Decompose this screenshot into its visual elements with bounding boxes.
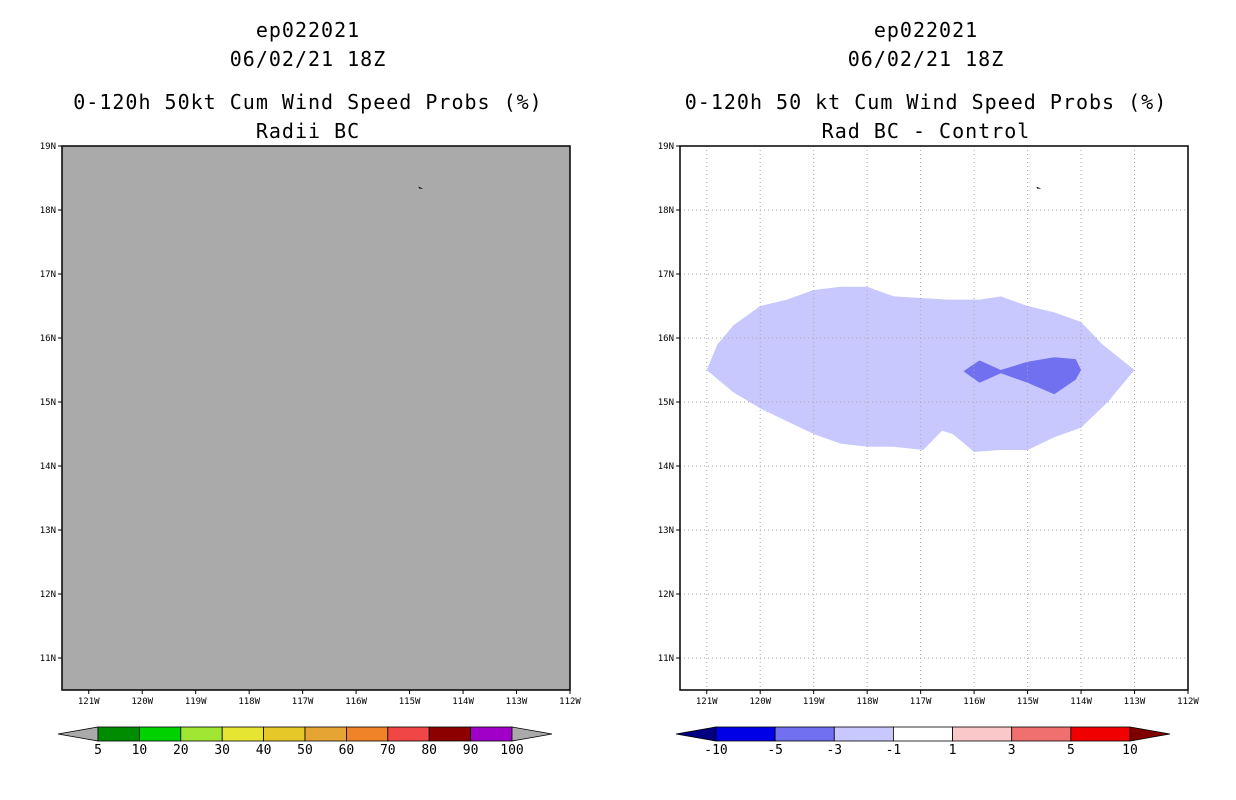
colorbar-label: 50 — [297, 743, 313, 758]
y-tick-label: 11N — [658, 654, 674, 664]
y-tick-label: 14N — [658, 462, 674, 472]
y-tick-label: 15N — [40, 398, 56, 408]
x-tick-label: 112W — [1177, 697, 1199, 707]
y-tick-label: 13N — [40, 526, 56, 536]
title-line-4: Radii BC — [256, 119, 360, 143]
colorbar-label: 40 — [256, 743, 272, 758]
colorbar-label: 60 — [339, 743, 355, 758]
title-line-1: ep022021 — [256, 18, 360, 42]
title-line-3: 0-120h 50 kt Cum Wind Speed Probs (%) — [685, 90, 1168, 114]
title-line-3: 0-120h 50kt Cum Wind Speed Probs (%) — [73, 90, 542, 114]
x-tick-label: 117W — [910, 697, 932, 707]
y-tick-label: 12N — [658, 590, 674, 600]
colorbar-label: -5 — [767, 743, 783, 758]
colorbar-label: 80 — [421, 743, 437, 758]
colorbar-swatch — [138, 726, 182, 742]
x-tick-label: 117W — [292, 697, 314, 707]
colorbar-label: 70 — [380, 743, 396, 758]
colorbar-swatch — [428, 726, 472, 742]
colorbar-label: 100 — [500, 743, 523, 758]
colorbar-label: 1 — [949, 743, 957, 758]
y-tick-label: 16N — [658, 334, 674, 344]
colorbar-swatch — [470, 726, 513, 742]
title-line-1: ep022021 — [874, 18, 978, 42]
plot-area — [62, 146, 570, 690]
y-tick-label: 17N — [40, 270, 56, 280]
colorbar-swatch — [952, 726, 1013, 742]
colorbar-swatch — [774, 726, 835, 742]
colorbar-label: -1 — [886, 743, 902, 758]
x-tick-label: 114W — [452, 697, 474, 707]
colorbar-swatch — [715, 726, 776, 742]
x-tick-label: 112W — [559, 697, 581, 707]
colorbar-label: 90 — [463, 743, 479, 758]
y-tick-label: 16N — [40, 334, 56, 344]
title-line-2: 06/02/21 18Z — [848, 47, 1005, 71]
title-line-4: Rad BC - Control — [822, 119, 1031, 143]
colorbar-label: -10 — [704, 743, 727, 758]
colorbar-swatch — [1011, 726, 1072, 742]
y-tick-label: 17N — [658, 270, 674, 280]
y-tick-label: 18N — [40, 206, 56, 216]
colorbar-label: 5 — [94, 743, 102, 758]
x-tick-label: 121W — [696, 697, 718, 707]
colorbar-low-arrow — [675, 726, 717, 742]
plot-frame — [61, 145, 571, 691]
colorbar-swatch — [1070, 726, 1131, 742]
colorbar-swatch — [833, 726, 894, 742]
y-tick-label: 11N — [40, 654, 56, 664]
x-tick-label: 120W — [749, 697, 771, 707]
y-tick-label: 14N — [40, 462, 56, 472]
plot-frame — [679, 145, 1189, 691]
right-panel: ep022021 06/02/21 18Z 0-120h 50 kt Cum Win… — [658, 18, 1200, 758]
x-tick-label: 116W — [963, 697, 985, 707]
colorbar-swatch — [263, 726, 306, 742]
colorbar-swatch — [893, 726, 953, 742]
x-tick-label: 121W — [78, 697, 100, 707]
storm-marker — [418, 186, 424, 189]
x-tick-label: 118W — [856, 697, 878, 707]
colorbar-swatch — [304, 726, 347, 742]
y-tick-label: 18N — [658, 206, 674, 216]
colorbar-swatch — [180, 726, 223, 742]
y-tick-label: 19N — [40, 142, 56, 152]
contour-2 — [963, 357, 1082, 395]
x-tick-label: 120W — [131, 697, 153, 707]
x-tick-label: 118W — [238, 697, 260, 707]
y-tick-label: 12N — [40, 590, 56, 600]
colorbar-swatch — [221, 726, 264, 742]
x-tick-label: 116W — [345, 697, 367, 707]
y-tick-label: 15N — [658, 398, 674, 408]
colorbar-high-arrow — [1129, 726, 1171, 742]
colorbar-label: 30 — [214, 743, 230, 758]
x-tick-label: 119W — [803, 697, 825, 707]
x-tick-label: 115W — [399, 697, 421, 707]
colorbar-high-arrow — [511, 726, 553, 742]
x-tick-label: 115W — [1017, 697, 1039, 707]
colorbar-label: 20 — [173, 743, 189, 758]
y-tick-label: 19N — [658, 142, 674, 152]
colorbar-label: 10 — [132, 743, 148, 758]
colorbar-label: -3 — [826, 743, 842, 758]
left-panel: ep022021 06/02/21 18Z 0-120h 50kt Cum Wind… — [40, 18, 582, 758]
x-tick-label: 113W — [1124, 697, 1146, 707]
x-tick-label: 119W — [185, 697, 207, 707]
y-tick-label: 13N — [658, 526, 674, 536]
colorbar-low-arrow — [57, 726, 99, 742]
colorbar-label: 3 — [1008, 743, 1016, 758]
colorbar-swatch — [345, 726, 389, 742]
title-line-2: 06/02/21 18Z — [230, 47, 387, 71]
colorbar-label: 10 — [1122, 743, 1138, 758]
colorbar-swatch — [387, 726, 430, 742]
storm-marker — [1036, 186, 1042, 189]
x-tick-label: 114W — [1070, 697, 1092, 707]
x-tick-label: 113W — [506, 697, 528, 707]
colorbar-label: 5 — [1067, 743, 1075, 758]
colorbar-swatch — [97, 726, 140, 742]
